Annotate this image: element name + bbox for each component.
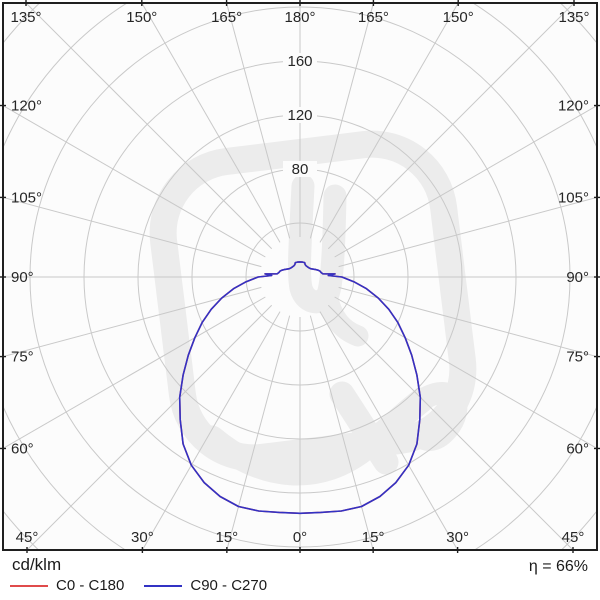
legend-label-c0-c180: C0 - C180 [56,577,125,594]
angle-label: 150° [443,9,474,26]
angle-label: 105° [558,189,589,206]
angle-label: 165° [358,9,389,26]
grid-radial-line [338,286,597,358]
legend-item-c0-c180: C0 - C180 [10,577,124,594]
angle-label: 45° [16,529,39,546]
grid-radial-line [327,3,575,250]
angle-label: 180° [284,9,315,26]
angle-label: 75° [566,349,589,366]
radial-value-label: 120 [287,107,312,124]
efficiency-label: η = 66% [528,558,588,575]
grid-radial-line [141,3,281,243]
grid-radial-line [3,286,262,358]
grid-radial-line [334,104,597,258]
legend-label-c90-c270: C90 - C270 [190,577,268,594]
grid-radial-line [226,315,291,550]
angle-label: 135° [10,9,41,26]
angle-label: 60° [566,440,589,457]
grid-radial-line [3,296,266,450]
angle-label: 75° [11,349,34,366]
radial-label-bg [283,107,317,123]
angle-labels: 0° 15° 15° 30° 30° 45° 45° 60° 60° 75° 75° 90° 90° 10… [0,0,600,553]
angle-label: 0° [293,529,307,546]
grid-radial-line [319,311,459,550]
unit-label: cd/klm [12,555,62,574]
legend-item-c90-c270: C90 - C270 [144,577,267,594]
grid-radial-line [3,104,266,258]
grid-radial-line [3,196,262,268]
angle-label: 105° [11,189,42,206]
angle-label: 30° [446,529,469,546]
angle-label: 120° [558,98,589,115]
grid-radial-line [309,3,374,239]
radial-label-bg [283,53,317,69]
angle-label: 135° [558,9,589,26]
grid-radial-line [141,311,281,550]
angle-label: 60° [11,440,34,457]
angle-label: 45° [562,529,585,546]
grid-radial-line [338,196,597,268]
grid-radial-line [309,315,374,550]
angle-label: 120° [11,98,42,115]
radial-value-label: 160 [287,53,312,70]
angle-label: 90° [11,269,34,286]
angle-label: 30° [131,529,154,546]
grid-radial-line [25,3,273,250]
radial-value-label: 80 [292,161,309,178]
legend-swatch-c90-c270 [144,584,183,587]
angle-label: 90° [566,269,589,286]
radial-value-labels: 80 120 160 [283,53,317,178]
legend: C0 - C180 C90 - C270 [10,577,267,594]
angle-label: 15° [362,529,385,546]
legend-swatch-c0-c180 [10,584,48,587]
grid-radial-line [319,3,459,243]
grid-radial-line [334,296,597,450]
angle-label: 15° [216,529,239,546]
angle-label: 165° [211,9,242,26]
curve-c90-c270 [178,261,422,515]
radial-label-bg [283,161,317,177]
grid-radial-line [226,3,291,239]
angle-label: 150° [126,9,157,26]
grid-radial-line [26,304,273,550]
grid-radial-line [327,304,574,550]
